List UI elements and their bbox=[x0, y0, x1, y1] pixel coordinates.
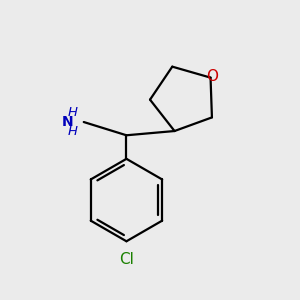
Text: H: H bbox=[68, 106, 78, 119]
Text: N: N bbox=[62, 115, 74, 129]
Text: Cl: Cl bbox=[119, 252, 134, 267]
Text: H: H bbox=[68, 125, 78, 138]
Text: O: O bbox=[206, 69, 218, 84]
